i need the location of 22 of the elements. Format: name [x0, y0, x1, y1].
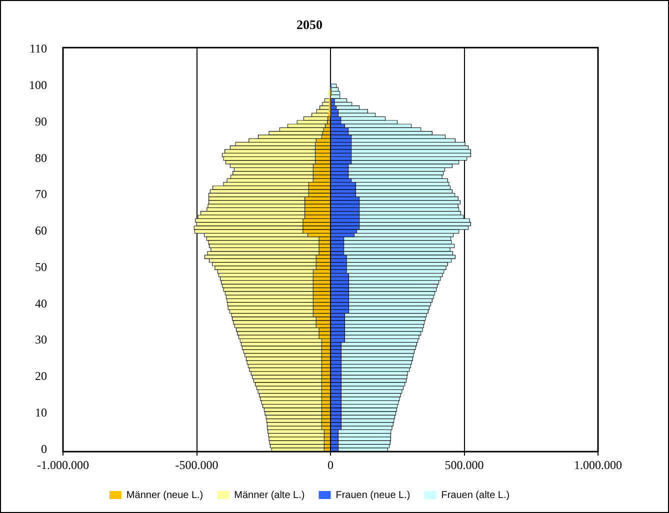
x-tick-label: -1.000.000 — [37, 458, 89, 472]
legend-label: Frauen (alte L.) — [441, 490, 510, 501]
y-tick-label: 110 — [29, 42, 47, 56]
y-tick-label: 50 — [35, 260, 47, 274]
x-tick-label: 0 — [328, 458, 334, 472]
y-tick-label: 30 — [35, 332, 47, 347]
y-tick-label: 0 — [41, 442, 47, 456]
x-tick-label: 500.000 — [444, 458, 484, 472]
y-tick-label: 70 — [35, 187, 47, 202]
y-tick-label: 100 — [29, 78, 47, 92]
legend-label: Männer (neue L.) — [126, 490, 204, 501]
y-tick-label: 80 — [35, 150, 47, 165]
y-tick-label: 20 — [35, 369, 47, 384]
y-tick-label: 10 — [35, 406, 47, 420]
y-tick-label: 90 — [35, 114, 47, 128]
chart-title: 2050 — [296, 17, 322, 32]
x-tick-label: -500.000 — [175, 458, 218, 472]
legend-label: Frauen (neue L.) — [336, 490, 410, 501]
y-tick-label: 40 — [35, 296, 47, 310]
y-tick-label: 60 — [35, 224, 47, 238]
x-tick-label: 1.000.000 — [574, 458, 622, 472]
legend-label: Männer (alte L.) — [234, 490, 305, 501]
